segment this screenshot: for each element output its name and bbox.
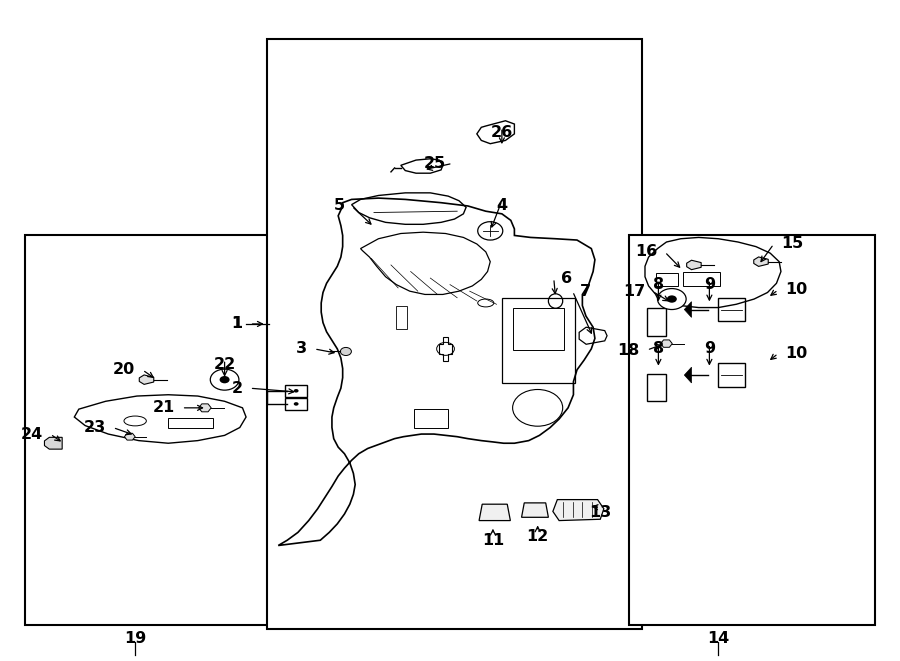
Text: 1: 1: [231, 317, 242, 331]
Polygon shape: [199, 404, 212, 412]
Text: 11: 11: [482, 533, 504, 548]
Text: 15: 15: [781, 237, 803, 251]
Bar: [718, 364, 745, 387]
Bar: [25, 235, 271, 625]
Polygon shape: [661, 340, 672, 347]
Polygon shape: [684, 368, 691, 383]
Text: 10: 10: [786, 346, 807, 361]
Polygon shape: [44, 438, 62, 449]
Bar: [285, 398, 307, 410]
Polygon shape: [140, 375, 154, 385]
Text: 5: 5: [333, 198, 345, 214]
Circle shape: [293, 402, 299, 406]
Text: 13: 13: [590, 505, 611, 520]
Polygon shape: [553, 500, 604, 521]
Text: 25: 25: [423, 156, 446, 171]
Bar: [513, 307, 564, 350]
Text: 26: 26: [491, 125, 513, 140]
Polygon shape: [522, 503, 548, 518]
Bar: [656, 273, 678, 286]
Text: 3: 3: [296, 341, 307, 356]
Text: 2: 2: [231, 381, 242, 396]
Text: 4: 4: [496, 198, 508, 214]
Text: 8: 8: [652, 277, 664, 292]
Circle shape: [220, 376, 230, 383]
Bar: [502, 297, 575, 383]
Text: 8: 8: [652, 341, 664, 356]
Bar: [285, 385, 307, 397]
Text: 7: 7: [580, 284, 590, 299]
Bar: [168, 418, 213, 428]
Text: 16: 16: [635, 245, 658, 259]
Text: 23: 23: [84, 420, 105, 435]
Bar: [718, 297, 745, 321]
Circle shape: [293, 389, 299, 393]
Bar: [414, 409, 448, 428]
Bar: [682, 272, 720, 286]
Text: 24: 24: [21, 426, 43, 442]
Text: 9: 9: [704, 277, 715, 292]
Text: 1: 1: [231, 317, 242, 331]
Circle shape: [211, 369, 239, 390]
Bar: [647, 308, 667, 336]
Text: 12: 12: [526, 529, 549, 545]
Polygon shape: [124, 433, 135, 440]
Text: 19: 19: [124, 631, 147, 646]
Bar: [266, 39, 643, 629]
Text: 10: 10: [786, 282, 807, 297]
Text: 17: 17: [623, 284, 645, 299]
Text: 14: 14: [707, 631, 730, 646]
Text: 18: 18: [617, 342, 640, 358]
Circle shape: [340, 348, 351, 356]
Circle shape: [478, 221, 503, 240]
Polygon shape: [684, 301, 691, 317]
Bar: [629, 235, 875, 625]
Text: 22: 22: [213, 357, 236, 372]
Polygon shape: [687, 260, 701, 270]
Text: 20: 20: [112, 362, 135, 377]
Circle shape: [667, 295, 677, 303]
Bar: [396, 306, 407, 329]
Polygon shape: [479, 504, 510, 521]
Text: 21: 21: [152, 401, 175, 415]
Text: 9: 9: [704, 341, 715, 356]
Bar: [647, 373, 667, 401]
Circle shape: [658, 289, 686, 309]
Polygon shape: [754, 257, 769, 266]
Text: 6: 6: [561, 270, 572, 286]
